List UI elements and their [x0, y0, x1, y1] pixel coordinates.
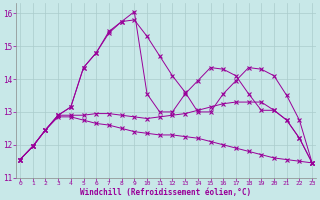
X-axis label: Windchill (Refroidissement éolien,°C): Windchill (Refroidissement éolien,°C) [81, 188, 252, 197]
